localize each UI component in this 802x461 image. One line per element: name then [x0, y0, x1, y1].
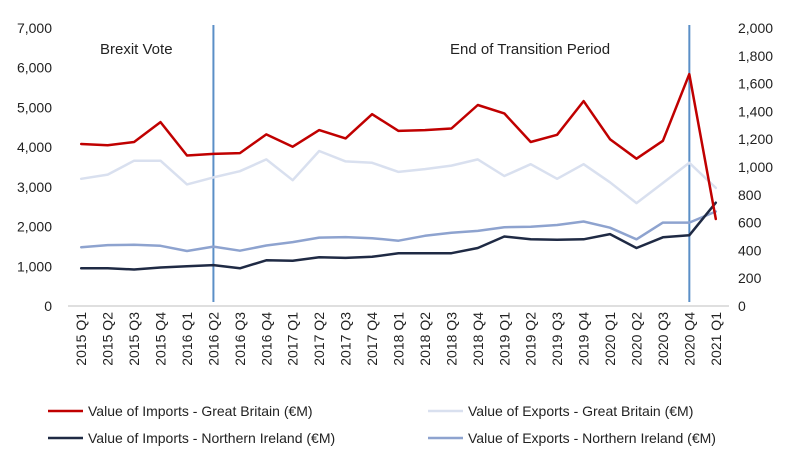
- right-tick-label: 1,400: [738, 103, 773, 119]
- x-tick-label: 2017 Q2: [311, 312, 327, 366]
- x-tick-label: 2015 Q4: [153, 312, 169, 366]
- right-tick-label: 800: [738, 187, 762, 203]
- left-tick-label: 7,000: [17, 20, 52, 36]
- x-tick-label: 2019 Q3: [549, 312, 565, 366]
- x-tick-label: 2018 Q1: [391, 312, 407, 366]
- legend-item-exports-gb: Value of Exports - Great Britain (€M): [428, 403, 693, 419]
- right-tick-label: 2,000: [738, 20, 773, 36]
- right-axis-ticks: 0 200 400 600 800 1,000 1,200 1,400 1,600 1,800 2,…: [738, 20, 773, 314]
- legend-label-exports-gb: Value of Exports - Great Britain (€M): [468, 403, 693, 419]
- x-tick-label: 2019 Q1: [496, 312, 512, 366]
- x-tick-label: 2018 Q4: [470, 312, 486, 366]
- series-line-value-of-imports-northern-ireland-m: [79, 201, 718, 271]
- legend-item-imports-gb: Value of Imports - Great Britain (€M): [48, 403, 313, 419]
- legend-item-imports-ni: Value of Imports - Northern Ireland (€M): [48, 430, 335, 446]
- annotation-end-of-transition: End of Transition Period: [450, 41, 610, 58]
- x-tick-label: 2015 Q2: [100, 312, 116, 366]
- right-tick-label: 400: [738, 242, 762, 258]
- left-tick-label: 0: [44, 298, 52, 314]
- right-tick-label: 1,200: [738, 131, 773, 147]
- x-tick-label: 2015 Q3: [126, 312, 142, 366]
- annotation-brexit-vote: Brexit Vote: [100, 41, 173, 58]
- left-tick-label: 4,000: [17, 139, 52, 155]
- x-tick-label: 2017 Q1: [285, 312, 301, 366]
- series-line-value-of-imports-great-britain-m: [79, 72, 718, 221]
- legend-label-imports-ni: Value of Imports - Northern Ireland (€M): [88, 430, 335, 446]
- right-tick-label: 1,800: [738, 48, 773, 64]
- x-tick-label: 2016 Q1: [179, 312, 195, 366]
- left-tick-label: 1,000: [17, 258, 52, 274]
- legend: Value of Imports - Great Britain (€M) Va…: [48, 403, 716, 446]
- x-tick-label: 2020 Q2: [628, 312, 644, 366]
- x-tick-label: 2017 Q3: [338, 312, 354, 366]
- left-tick-label: 3,000: [17, 179, 52, 195]
- right-tick-label: 600: [738, 215, 762, 231]
- right-tick-label: 1,000: [738, 159, 773, 175]
- legend-item-exports-ni: Value of Exports - Northern Ireland (€M): [428, 430, 716, 446]
- x-axis-ticks: 2015 Q1 2015 Q2 2015 Q3 2015 Q4 2016 Q1 2016 …: [73, 312, 724, 366]
- x-tick-label: 2016 Q3: [232, 312, 248, 366]
- left-tick-label: 2,000: [17, 219, 52, 235]
- x-tick-label: 2019 Q4: [576, 312, 592, 366]
- x-tick-label: 2020 Q1: [602, 312, 618, 366]
- x-tick-label: 2016 Q2: [205, 312, 221, 366]
- x-tick-label: 2015 Q1: [73, 312, 89, 366]
- x-tick-label: 2020 Q3: [655, 312, 671, 366]
- x-tick-label: 2021 Q1: [708, 312, 724, 366]
- series-line-value-of-exports-great-britain-m: [79, 149, 718, 205]
- x-tick-label: 2017 Q4: [364, 312, 380, 366]
- right-tick-label: 200: [738, 270, 762, 286]
- legend-label-imports-gb: Value of Imports - Great Britain (€M): [88, 403, 313, 419]
- left-axis-ticks: 0 1,000 2,000 3,000 4,000 5,000 6,000 7,000: [17, 20, 52, 314]
- left-tick-label: 5,000: [17, 99, 52, 115]
- x-tick-label: 2019 Q2: [523, 312, 539, 366]
- left-tick-label: 6,000: [17, 60, 52, 76]
- legend-label-exports-ni: Value of Exports - Northern Ireland (€M): [468, 430, 716, 446]
- x-tick-label: 2020 Q4: [681, 312, 697, 366]
- right-tick-label: 0: [738, 298, 746, 314]
- x-tick-label: 2016 Q4: [258, 312, 274, 366]
- annotation-labels: Brexit Vote End of Transition Period: [100, 41, 610, 58]
- series-lines: [79, 72, 718, 271]
- x-tick-label: 2018 Q3: [443, 312, 459, 366]
- series-line-value-of-exports-northern-ireland-m: [79, 210, 718, 253]
- x-tick-label: 2018 Q2: [417, 312, 433, 366]
- right-tick-label: 1,600: [738, 76, 773, 92]
